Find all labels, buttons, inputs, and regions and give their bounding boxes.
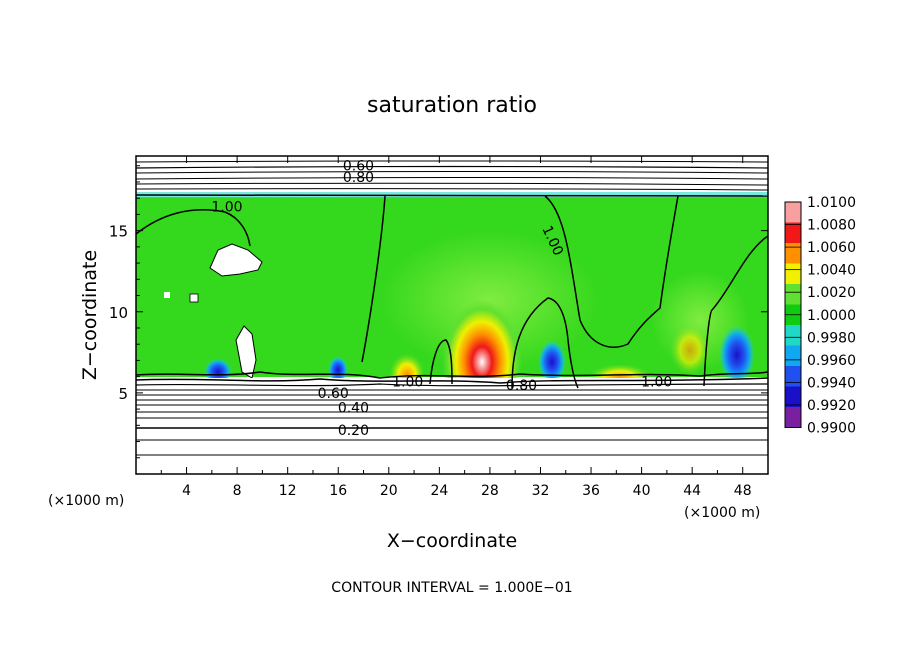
colorbar-label: 1.0020 (807, 285, 856, 301)
light-green-region (380, 230, 600, 370)
contour-label: 0.40 (338, 400, 369, 416)
x-tick-label: 32 (532, 483, 550, 499)
y-tick-label: 5 (118, 385, 128, 403)
cloud-gap (189, 293, 199, 303)
cloud-gap (209, 243, 263, 277)
y-tick-label: 10 (109, 304, 128, 322)
y-axis-label: Z−coordinate (79, 250, 101, 380)
colorbar-swatch (785, 366, 801, 387)
dry-lower-layer (136, 378, 768, 474)
colorbar-label: 1.0080 (807, 218, 856, 234)
contour-label: 1.00 (641, 375, 672, 391)
x-axis: 4 8 12 16 20 24 28 32 36 40 44 48 (160, 156, 752, 499)
colorbar-label: 0.9940 (807, 375, 856, 391)
supersaturation-region (670, 324, 710, 376)
colorbar-label: 0.9960 (807, 353, 856, 369)
x-tick-label: 36 (582, 483, 600, 499)
y-axis: 5 10 15 (109, 165, 768, 459)
contour-lines (136, 160, 768, 456)
x-unit-right: (×1000 m) (684, 505, 760, 521)
x-tick-label: 44 (683, 483, 701, 499)
colorbar-label: 1.0040 (807, 263, 856, 279)
colorbar-swatch (785, 263, 801, 284)
colorbar-swatch (785, 407, 801, 428)
cloud-gap (235, 325, 257, 379)
contour-label: 0.60 (343, 159, 374, 175)
x-unit-left: (×1000 m) (48, 493, 124, 509)
colorbar: 1.0100 1.0080 1.0060 1.0040 1.0020 1.0000 0.99… (784, 195, 856, 437)
contour-label: 0.80 (343, 170, 374, 186)
dry-upper-layer (136, 156, 768, 192)
colorbar-swatch (785, 222, 801, 243)
contour-label: 1.00 (211, 199, 242, 215)
colorbar-swatch (785, 284, 801, 305)
contour-interval: CONTOUR INTERVAL = 1.000E−01 (331, 580, 572, 596)
x-tick-label: 4 (182, 483, 191, 499)
contour-labels: 0.600.801.001.001.00 1.000.800.600.400.20 (211, 159, 672, 439)
contour-label: 0.60 (318, 386, 349, 402)
x-tick-label: 20 (380, 483, 398, 499)
x-tick-label: 24 (430, 483, 448, 499)
x-tick-label: 40 (633, 483, 651, 499)
chart-title: saturation ratio (367, 93, 537, 118)
x-axis-label: X−coordinate (387, 530, 517, 552)
colorbar-label: 0.9980 (807, 330, 856, 346)
x-tick-label: 8 (233, 483, 242, 499)
colorbar-swatch (785, 345, 801, 366)
x-tick-label: 28 (481, 483, 499, 499)
colorbar-label: 1.0060 (807, 240, 856, 256)
colorbar-swatch (785, 202, 801, 223)
y-tick-label: 15 (109, 223, 128, 241)
colorbar-swatch (785, 325, 801, 346)
colorbar-swatch (785, 386, 801, 407)
subsaturation-region (538, 340, 566, 384)
subsaturation-region (328, 356, 348, 384)
colorbar-label: 0.9900 (807, 421, 856, 437)
cloud-gap (164, 292, 170, 298)
contour-label: 1.00 (392, 375, 423, 391)
contour-label: 0.20 (338, 423, 369, 439)
x-tick-label: 48 (734, 483, 752, 499)
plot-field (136, 156, 768, 474)
x-tick-label: 12 (279, 483, 297, 499)
subsaturation-region (719, 325, 755, 385)
colorbar-label: 1.0000 (807, 308, 856, 324)
x-tick-label: 16 (329, 483, 347, 499)
contour-label: 0.80 (506, 378, 537, 394)
colorbar-label: 0.9920 (807, 398, 856, 414)
plot-frame (135, 155, 769, 475)
colorbar-swatch (785, 243, 801, 264)
colorbar-label: 1.0100 (807, 195, 856, 211)
